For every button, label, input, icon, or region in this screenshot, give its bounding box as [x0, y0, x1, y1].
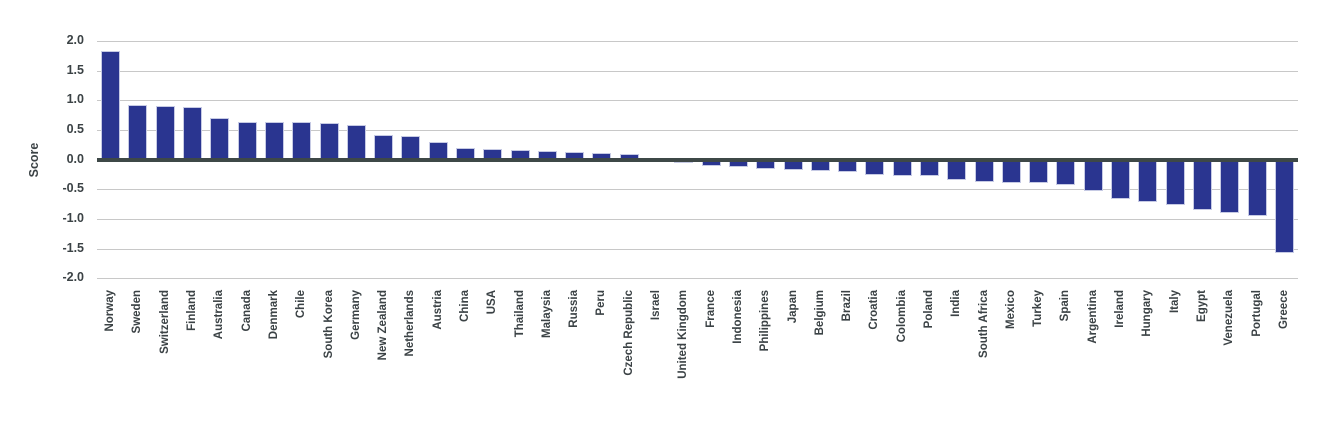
y-tick-label: 0.0 [66, 151, 84, 166]
x-tick-label: USA [486, 290, 499, 315]
bar-egypt [1192, 159, 1212, 211]
x-tick-label: Peru [595, 290, 608, 316]
x-tick-label: Argentina [1086, 290, 1099, 344]
x-tick-label: South Africa [977, 290, 990, 358]
x-tick-label: Thailand [513, 290, 526, 338]
gridline [97, 248, 1298, 250]
x-tick-label: Greece [1277, 290, 1290, 330]
bar-portugal [1247, 159, 1267, 217]
x-tick-label: Malaysia [540, 290, 553, 338]
bar-germany [346, 124, 366, 160]
x-tick-label: Norway [104, 290, 117, 332]
x-tick-label: Colombia [895, 290, 908, 343]
bar-ireland [1111, 159, 1131, 199]
bar-denmark [264, 122, 284, 160]
bar-greece [1274, 159, 1294, 253]
y-tick-label: -2.0 [62, 270, 84, 285]
x-tick-label: Mexico [1004, 290, 1017, 329]
gridline [97, 219, 1298, 220]
x-tick-label: Sweden [131, 290, 144, 334]
y-tick-label: -1.5 [62, 240, 84, 255]
bar-hungary [1138, 159, 1158, 203]
bar-poland [920, 159, 939, 177]
x-tick-label: United Kingdom [677, 290, 690, 379]
bar-argentina [1083, 159, 1103, 191]
bar-croatia [865, 159, 885, 175]
bar-venezuela [1220, 159, 1240, 214]
y-tick-label: 0.5 [66, 122, 84, 137]
x-tick-label: Poland [923, 290, 935, 329]
x-tick-label: Chile [295, 290, 308, 319]
x-tick-label: Spain [1059, 290, 1072, 322]
x-tick-label: South Korea [322, 290, 335, 359]
x-tick-label: India [950, 290, 963, 317]
bar-south-africa [974, 159, 994, 183]
bar-canada [237, 121, 257, 160]
bar-switzerland [155, 106, 175, 160]
x-tick-label: Turkey [1032, 290, 1045, 327]
x-tick-label: Russia [568, 290, 581, 328]
x-tick-label: Indonesia [731, 290, 744, 344]
zero-axis-line [97, 157, 1298, 162]
y-tick-label: 2.0 [66, 33, 84, 48]
x-tick-label: Czech Republic [622, 290, 635, 376]
x-tick-label: Netherlands [404, 290, 417, 357]
bar-south-korea [319, 122, 339, 160]
bar-chile [292, 122, 312, 160]
bar-finland [183, 106, 203, 160]
x-tick-label: New Zealand [377, 290, 390, 361]
x-tick-label: Belgium [813, 290, 826, 336]
x-tick-label: Brazil [841, 290, 854, 322]
bar-india [947, 159, 967, 180]
gridline [97, 278, 1298, 280]
x-tick-label: Israel [650, 290, 663, 321]
x-tick-label: Hungary [1141, 290, 1154, 337]
gridline [97, 41, 1298, 43]
y-tick-label: -1.0 [62, 211, 84, 225]
x-tick-label: Croatia [868, 290, 881, 330]
x-tick-label: Philippines [759, 290, 772, 352]
bar-turkey [1029, 159, 1049, 184]
bar-mexico [1001, 159, 1021, 183]
bar-sweden [128, 105, 148, 160]
bar-australia [210, 118, 230, 160]
x-tick-label: Ireland [1114, 290, 1127, 328]
bar-spain [1056, 159, 1076, 185]
x-tick-label: Austria [431, 290, 444, 330]
x-tick-label: Japan [786, 290, 799, 324]
x-tick-label: Finland [186, 290, 199, 331]
x-tick-label: Egypt [1195, 290, 1208, 322]
bar-italy [1165, 159, 1185, 206]
x-tick-label: Australia [213, 290, 226, 340]
gridline [97, 130, 1298, 132]
y-tick-label: 1.0 [66, 92, 84, 107]
x-tick-label: Italy [1168, 290, 1181, 314]
x-tick-label: France [704, 290, 717, 328]
y-tick-label: -0.5 [62, 181, 84, 196]
x-tick-label: Canada [240, 290, 253, 332]
gridline [97, 70, 1298, 72]
x-tick-label: Switzerland [158, 290, 171, 354]
bar-new-zealand [374, 134, 394, 160]
bar-colombia [892, 159, 912, 177]
x-tick-label: China [458, 290, 471, 322]
bar-netherlands [401, 135, 421, 160]
y-tick-label: 1.5 [66, 62, 84, 77]
bar-norway [101, 50, 121, 160]
x-tick-label: Venezuela [1223, 290, 1236, 346]
gridline [97, 100, 1298, 102]
x-tick-label: Portugal [1250, 290, 1263, 337]
gridline [97, 189, 1298, 191]
x-tick-label: Germany [349, 290, 362, 340]
x-tick-label: Denmark [267, 290, 280, 340]
